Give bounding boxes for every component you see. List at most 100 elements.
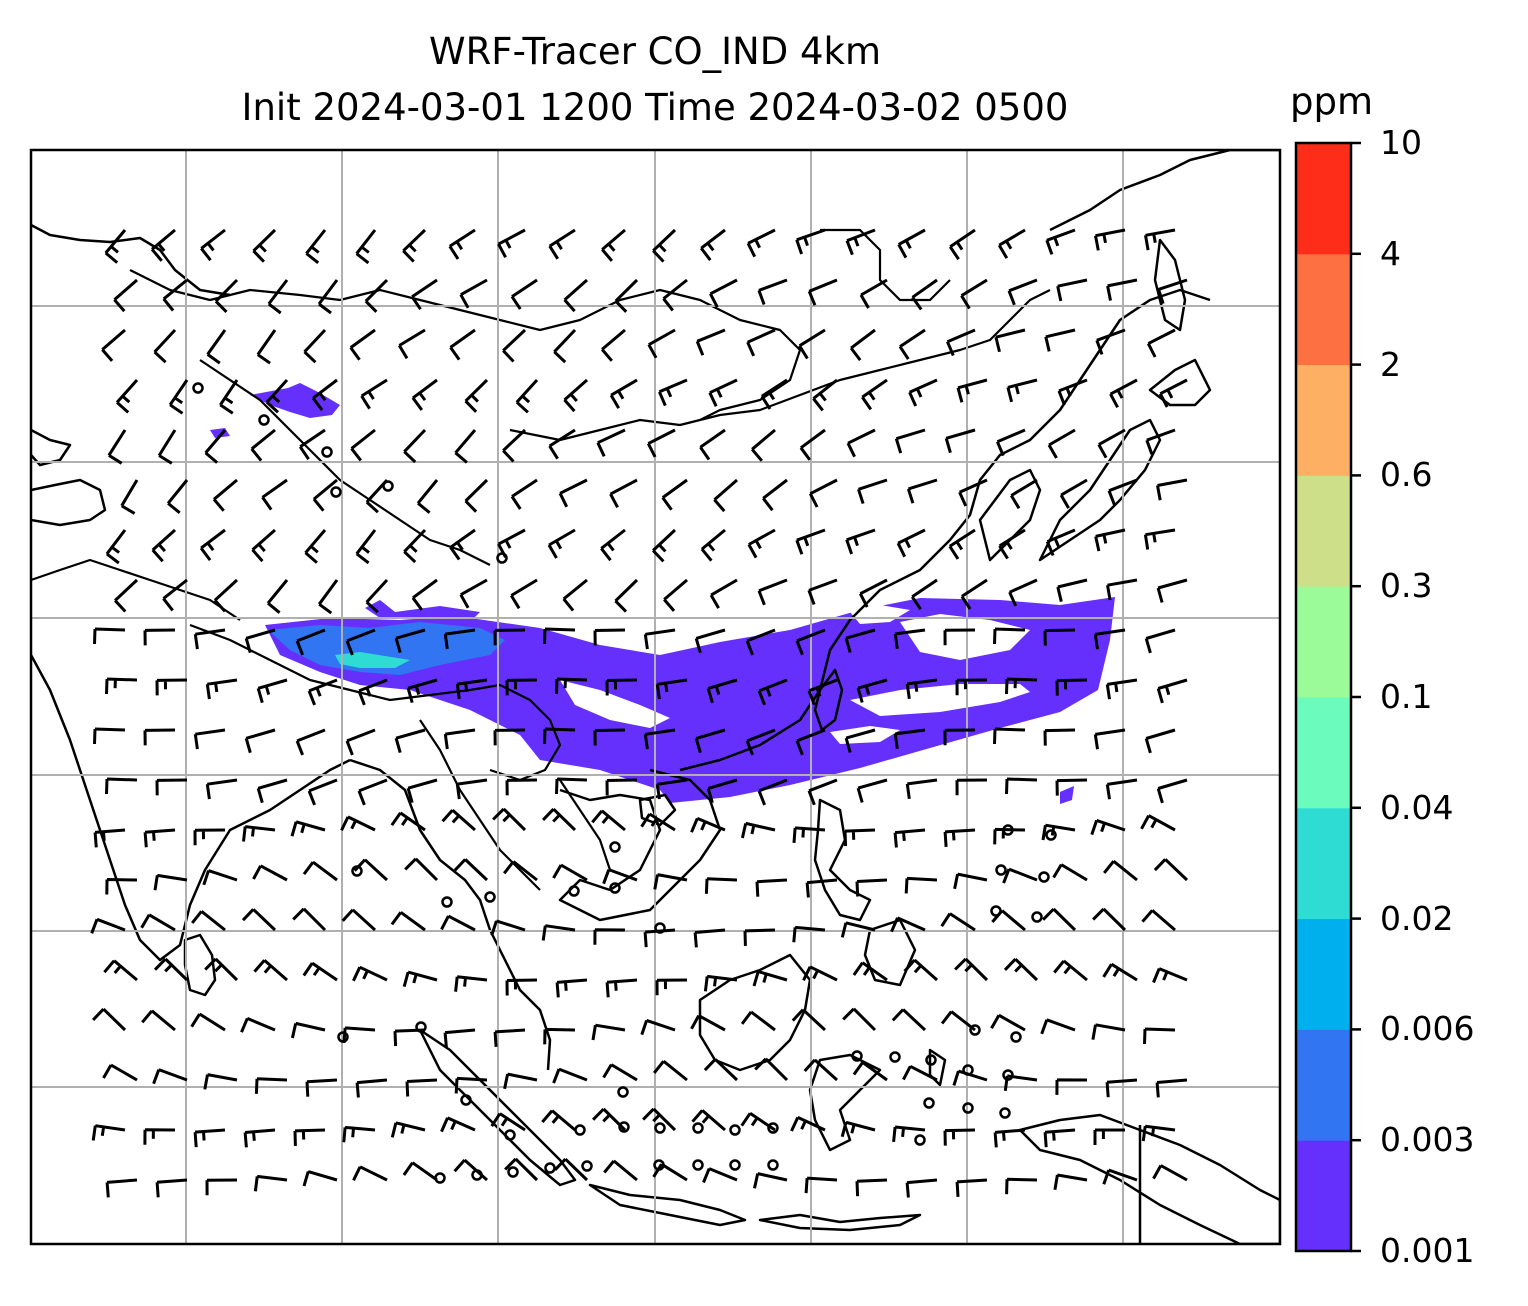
wind-barb bbox=[1045, 528, 1076, 556]
java bbox=[588, 1183, 747, 1227]
wind-barb bbox=[807, 778, 838, 806]
wind-barb bbox=[655, 978, 688, 996]
wind-barb bbox=[252, 864, 288, 882]
wind-barb bbox=[1053, 1173, 1088, 1191]
colorbar-unit-label: ppm bbox=[1290, 80, 1374, 123]
wind-barb bbox=[700, 228, 726, 262]
wind-barb bbox=[596, 428, 626, 457]
wind-barb bbox=[505, 778, 538, 796]
wind-barb bbox=[212, 478, 238, 512]
wind-barb bbox=[658, 378, 688, 407]
calm-wind-circles bbox=[192, 382, 1057, 1184]
wind-barb bbox=[416, 479, 439, 514]
wind-barb bbox=[1043, 628, 1076, 646]
wind-barb bbox=[114, 578, 139, 613]
calm-wind-circle bbox=[496, 552, 508, 564]
wind-barb bbox=[690, 1014, 726, 1032]
wind-barb bbox=[543, 627, 576, 645]
wind-barb bbox=[443, 1028, 476, 1048]
wind-barbs bbox=[90, 228, 1189, 1198]
wind-barb bbox=[1094, 528, 1126, 552]
china-coast bbox=[679, 288, 1211, 772]
wind-barb bbox=[940, 912, 976, 932]
wind-barb bbox=[706, 678, 738, 704]
wind-barb bbox=[357, 678, 388, 706]
wind-barb bbox=[493, 1028, 526, 1047]
wind-barb bbox=[1057, 378, 1088, 406]
wind-barb bbox=[364, 278, 389, 313]
wind-barb bbox=[510, 278, 538, 310]
wind-barb bbox=[755, 878, 788, 897]
wind-barb bbox=[505, 678, 538, 696]
wind-barb bbox=[510, 478, 538, 510]
wind-barb bbox=[552, 863, 588, 882]
wind-barb bbox=[1005, 677, 1038, 695]
wind-barb bbox=[993, 727, 1026, 745]
wind-barb bbox=[357, 778, 388, 806]
wind-barb bbox=[955, 778, 988, 796]
calm-wind-circle bbox=[337, 1031, 349, 1043]
wind-barb bbox=[105, 529, 127, 565]
wind-barb bbox=[852, 1061, 888, 1082]
wind-barb bbox=[562, 578, 588, 612]
wind-barb bbox=[213, 578, 239, 613]
wind-barb bbox=[690, 817, 726, 833]
wind-barb bbox=[1059, 478, 1088, 509]
wind-barb bbox=[1105, 678, 1138, 700]
wind-barb bbox=[256, 678, 288, 704]
wind-barb bbox=[1056, 578, 1088, 602]
wind-barb bbox=[605, 778, 638, 796]
wind-barb bbox=[795, 628, 826, 656]
colorbar-tick-label: 0.02 bbox=[1380, 898, 1454, 938]
wind-barb bbox=[1043, 728, 1076, 746]
wind-barb bbox=[1055, 778, 1088, 796]
co-tracer-plume bbox=[210, 383, 1115, 804]
wind-barb bbox=[946, 328, 976, 357]
wind-barb bbox=[307, 778, 338, 806]
calm-wind-circle bbox=[729, 1159, 741, 1171]
wind-barb bbox=[1102, 962, 1138, 982]
wind-barb bbox=[840, 1120, 876, 1138]
colorbar-segment bbox=[1296, 1029, 1351, 1141]
wind-barb bbox=[642, 1107, 677, 1132]
wind-barb bbox=[298, 428, 326, 461]
calm-wind-circle bbox=[574, 1124, 586, 1136]
colorbar-tick-label: 0.003 bbox=[1380, 1120, 1475, 1160]
wind-barb bbox=[243, 1128, 276, 1148]
wind-barb bbox=[168, 379, 189, 415]
wind-barb bbox=[1044, 328, 1076, 352]
wind-barb bbox=[792, 826, 826, 844]
central-asia-borders bbox=[199, 359, 491, 566]
wind-barb bbox=[553, 328, 577, 364]
wind-barb bbox=[958, 478, 988, 507]
wind-barb bbox=[661, 478, 688, 511]
wind-barb bbox=[807, 578, 838, 606]
wind-barb bbox=[790, 1116, 826, 1132]
wind-barb bbox=[253, 1174, 288, 1192]
wind-barb bbox=[652, 528, 677, 563]
wind-barb bbox=[101, 328, 126, 362]
wind-barb bbox=[855, 1178, 888, 1197]
wind-barb bbox=[155, 678, 188, 696]
wind-barb bbox=[908, 378, 938, 407]
wind-barb bbox=[745, 728, 776, 756]
wind-barb bbox=[996, 428, 1026, 457]
wind-barb bbox=[219, 379, 239, 415]
wind-barb bbox=[1156, 678, 1188, 704]
wind-barb bbox=[390, 911, 426, 932]
wind-barb bbox=[304, 529, 327, 564]
calm-wind-circle bbox=[654, 922, 666, 934]
wind-barb bbox=[104, 229, 127, 264]
wind-barb bbox=[455, 678, 488, 700]
himalaya-border bbox=[189, 623, 501, 702]
calm-wind-circle bbox=[995, 864, 1007, 876]
wind-barb bbox=[802, 965, 838, 982]
wind-barb bbox=[448, 228, 476, 260]
wind-barb bbox=[292, 907, 327, 932]
colorbar-tick-label: 0.001 bbox=[1380, 1231, 1475, 1270]
wind-barb bbox=[1005, 1177, 1038, 1195]
wind-barb bbox=[1091, 1023, 1126, 1040]
wind-barb bbox=[464, 378, 489, 413]
wind-barb bbox=[103, 959, 138, 982]
